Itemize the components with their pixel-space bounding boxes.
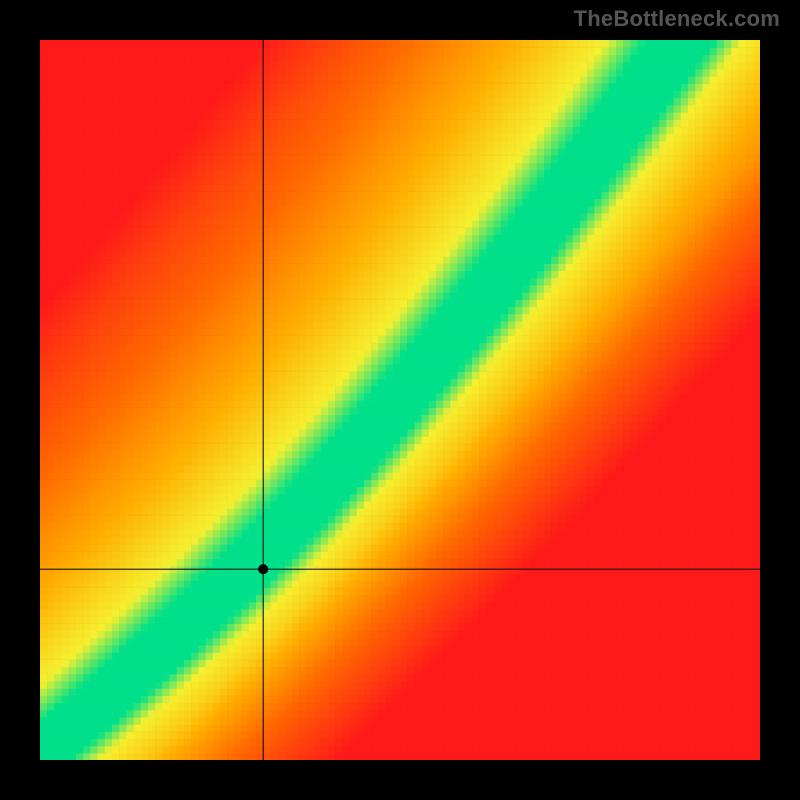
plot-area xyxy=(40,40,760,760)
bottleneck-heatmap xyxy=(40,40,760,760)
watermark-text: TheBottleneck.com xyxy=(574,6,780,32)
figure-frame: TheBottleneck.com xyxy=(0,0,800,800)
